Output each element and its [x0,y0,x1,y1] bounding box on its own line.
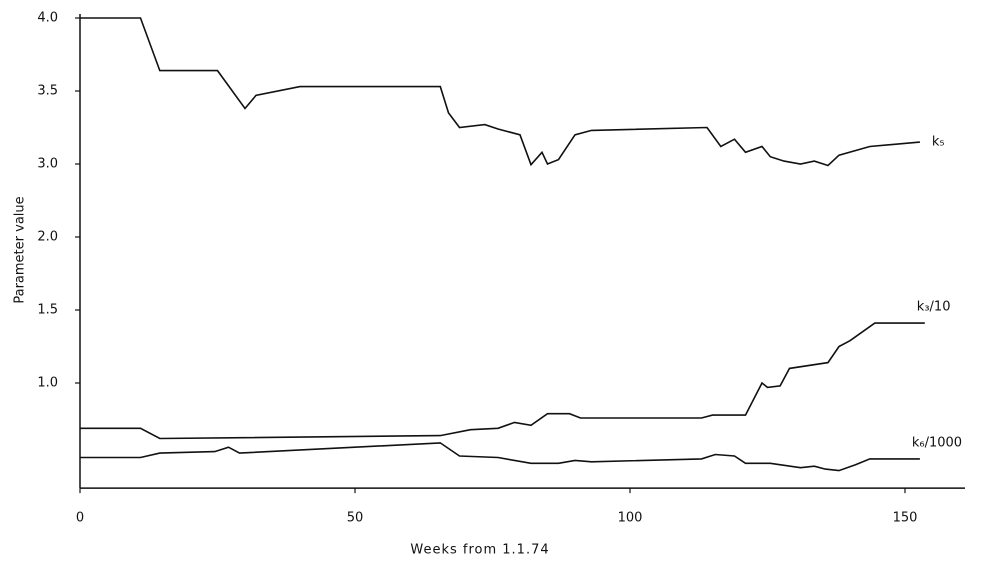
y-tick-label: 4.0 [37,11,58,26]
series-label: k₃/10 [917,300,951,315]
x-axis-label: Weeks from 1.1.74 [410,543,549,558]
line [80,442,920,472]
series-label: k₅ [932,135,945,150]
y-tick-label: 1.5 [37,303,58,318]
x-tick-label: 100 [618,511,643,526]
x-tick-label: 150 [893,511,918,526]
y-tick-label: 2.0 [37,230,58,245]
series-label: k₆/1000 [912,435,962,450]
y-tick-label: 3.0 [37,157,58,172]
y-axis-label: Parameter value [13,196,28,303]
line [80,322,925,440]
x-tick-label: 50 [347,511,364,526]
x-tick-label: 0 [76,511,84,526]
line [80,17,920,167]
y-tick-label: 1.0 [37,376,58,391]
y-tick-label: 3.5 [37,84,58,99]
